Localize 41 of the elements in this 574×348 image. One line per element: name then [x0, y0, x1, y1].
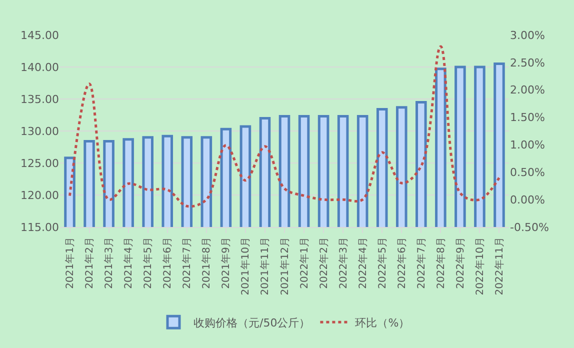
- x-tick-label: 2022年1月: [298, 237, 310, 289]
- x-tick-label: 2021年5月: [142, 237, 154, 289]
- legend-label: 收购价格（元/50公斤）: [194, 316, 310, 330]
- x-tick-label: 2021年3月: [103, 237, 116, 289]
- x-tick-label: 2022年8月: [434, 237, 447, 289]
- y-tick-label: 115.00: [20, 220, 59, 234]
- y2-tick-label: -0.50%: [510, 220, 549, 234]
- legend-label: 环比（%）: [355, 316, 410, 330]
- x-tick-label: 2021年2月: [84, 237, 96, 289]
- x-tick-label: 2022年11月: [493, 237, 506, 296]
- x-tick-label: 2022年2月: [318, 237, 330, 289]
- x-tick-label: 2022年4月: [356, 237, 369, 289]
- x-tick-label: 2021年7月: [181, 237, 194, 289]
- x-tick-label: 2021年9月: [220, 237, 232, 289]
- y2-tick-label: 1.50%: [510, 111, 545, 124]
- x-tick-label: 2022年7月: [415, 237, 428, 289]
- y-tick-label: 120.00: [20, 188, 59, 202]
- y2-tick-label: 0.50%: [510, 166, 545, 179]
- y-tick-label: 145.00: [20, 28, 59, 42]
- x-tick-label: 2021年8月: [200, 237, 213, 289]
- y2-tick-label: 3.00%: [510, 28, 545, 42]
- y-tick-label: 140.00: [20, 60, 59, 74]
- y-tick-label: 125.00: [20, 156, 59, 170]
- x-tick-label: 2021年6月: [162, 237, 174, 289]
- x-tick-label: 2021年10月: [240, 237, 252, 296]
- x-tick-label: 2021年4月: [122, 237, 135, 289]
- y2-tick-label: 0.00%: [510, 193, 545, 206]
- x-tick-label: 2021年1月: [64, 237, 76, 289]
- x-tick-label: 2022年10月: [474, 237, 486, 296]
- line-series: [68, 45, 500, 208]
- y2-tick-label: 2.50%: [510, 56, 545, 70]
- y2-tick-label: 2.00%: [510, 84, 545, 97]
- x-tick-label: 2021年12月: [278, 237, 291, 296]
- x-tick-label: 2021年11月: [259, 237, 272, 296]
- x-tick-label: 2022年5月: [376, 237, 388, 289]
- x-tick-label: 2022年9月: [454, 237, 466, 289]
- x-tick-label: 2022年6月: [396, 237, 408, 289]
- y-tick-label: 135.00: [20, 92, 59, 106]
- x-tick-label: 2022年3月: [337, 237, 350, 289]
- y2-tick-label: 1.00%: [510, 138, 545, 152]
- y-tick-label: 130.00: [20, 124, 59, 138]
